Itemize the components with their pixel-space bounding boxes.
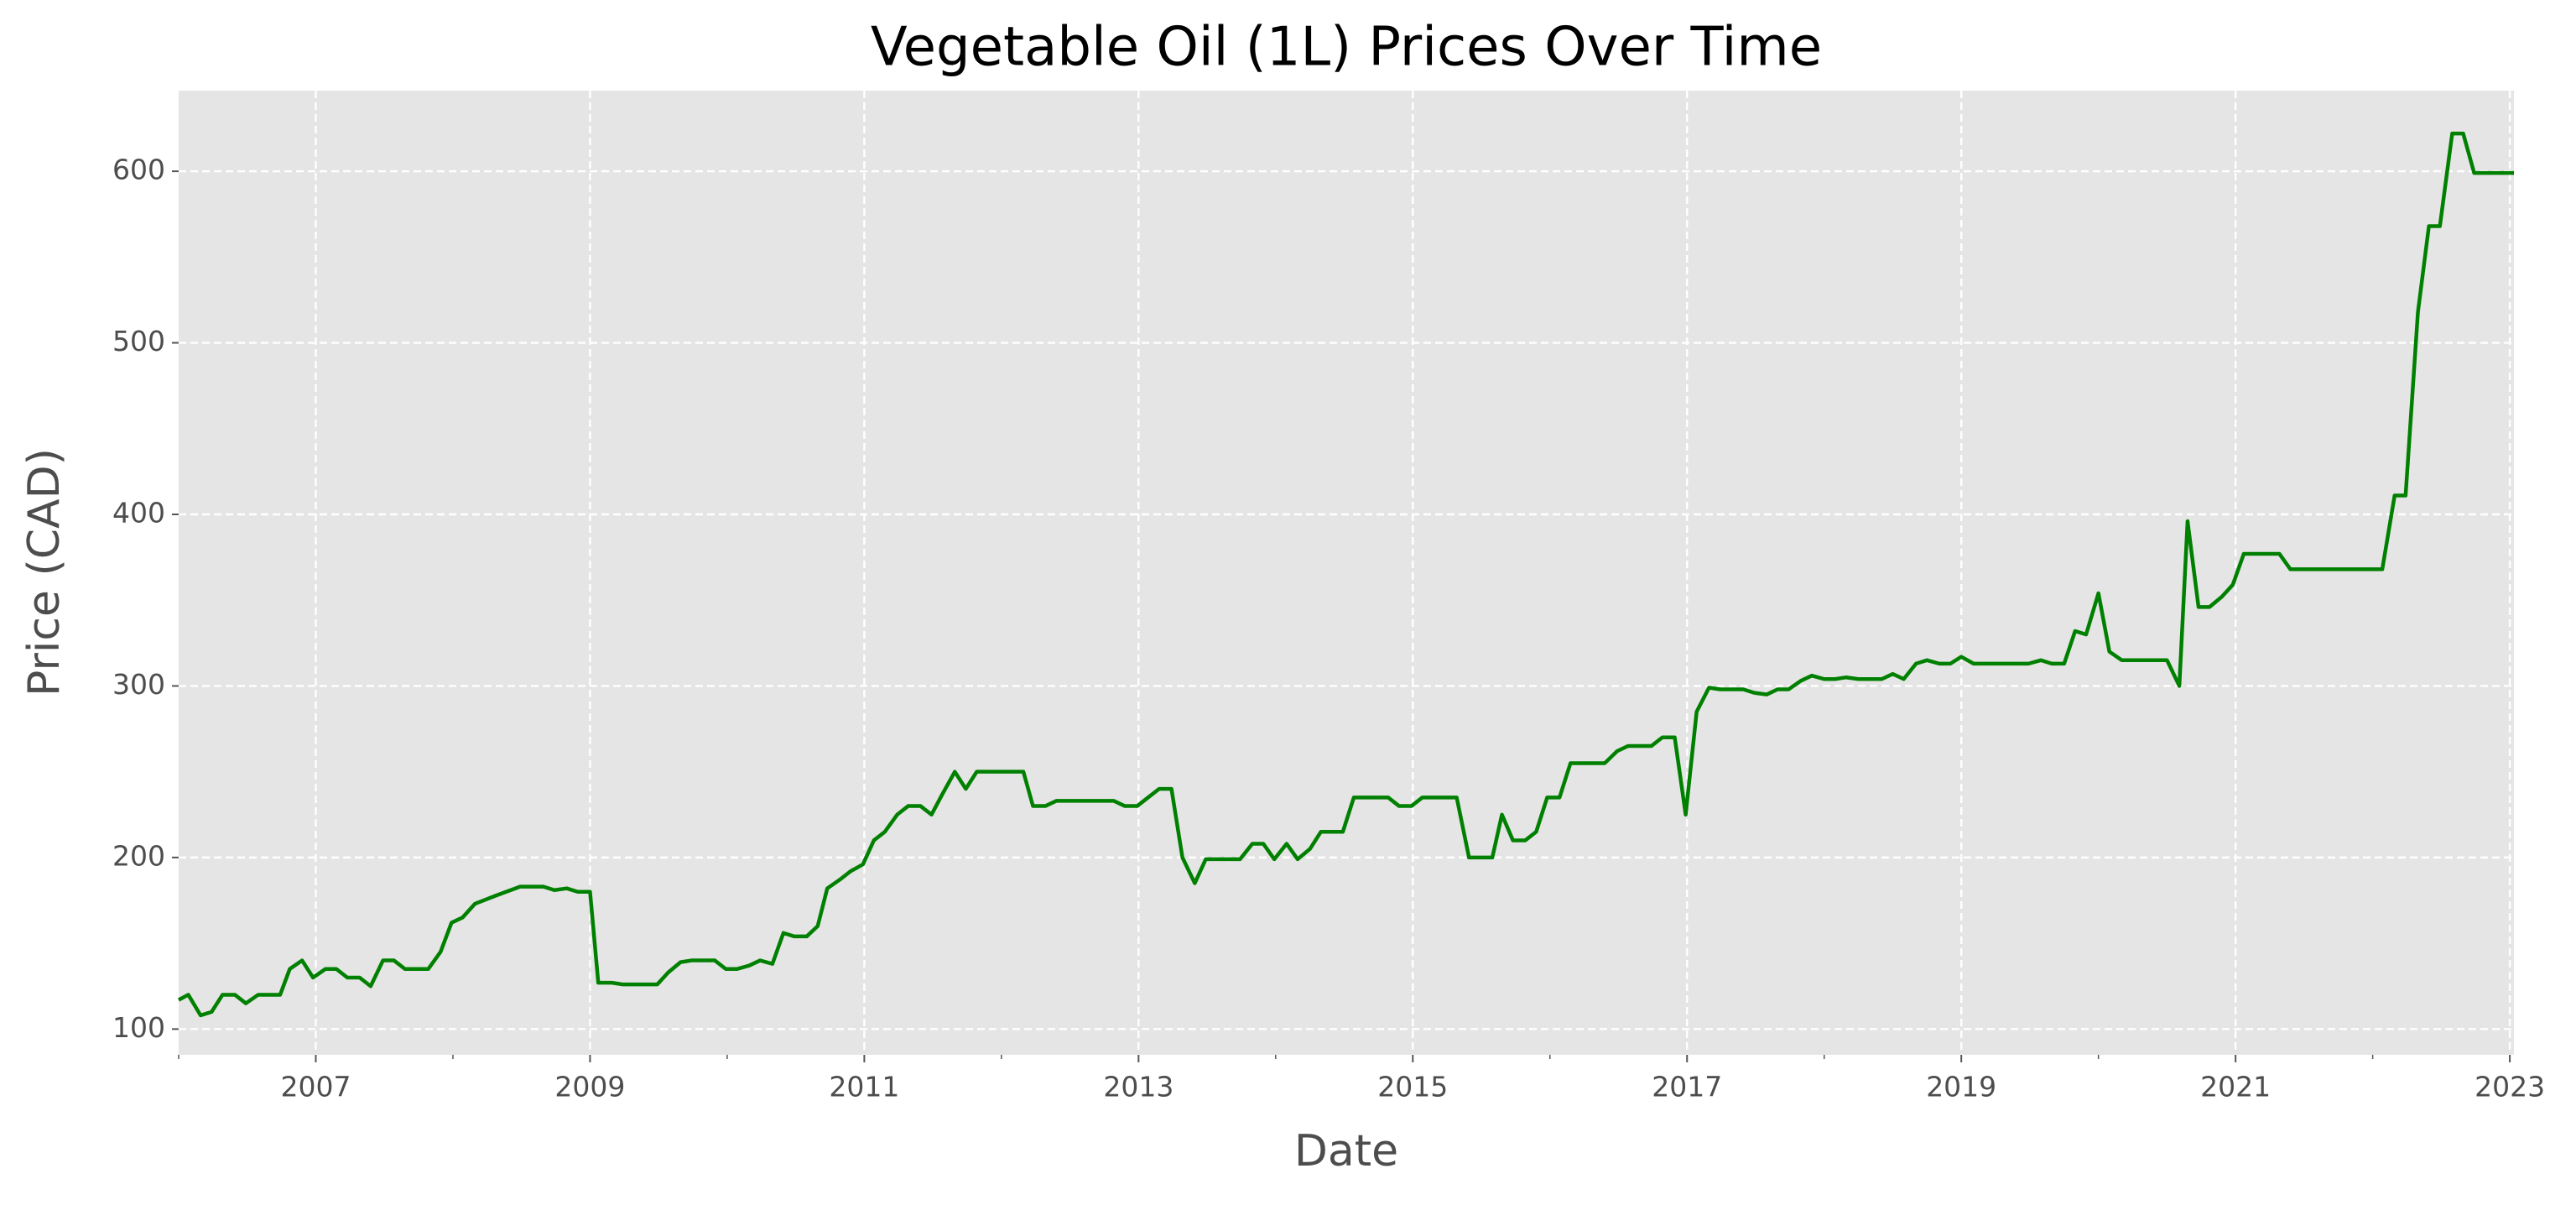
y-tick-label: 100 [112, 1011, 165, 1044]
x-tick-label: 2009 [554, 1071, 625, 1103]
y-tick-label: 600 [112, 154, 165, 186]
x-tick-label: 2019 [1926, 1071, 1996, 1103]
y-tick-label: 400 [112, 496, 165, 529]
y-tick-label: 300 [112, 668, 165, 701]
x-tick-label: 2013 [1103, 1071, 1174, 1103]
plot-background [179, 91, 2514, 1055]
chart-title: Vegetable Oil (1L) Prices Over Time [871, 17, 1822, 79]
x-tick-label: 2017 [1652, 1071, 1722, 1103]
x-tick-label: 2021 [2200, 1071, 2271, 1103]
y-tick-label: 500 [112, 325, 165, 357]
x-tick-label: 2007 [280, 1071, 351, 1103]
y-axis-label: Price (CAD) [19, 448, 70, 696]
x-axis-label: Date [1294, 1126, 1398, 1176]
price-line [177, 131, 2514, 1018]
x-tick-label: 2011 [829, 1071, 899, 1103]
x-tick-label: 2023 [2475, 1071, 2545, 1103]
y-tick-label: 200 [112, 839, 165, 872]
x-tick-label: 2015 [1377, 1071, 1448, 1103]
